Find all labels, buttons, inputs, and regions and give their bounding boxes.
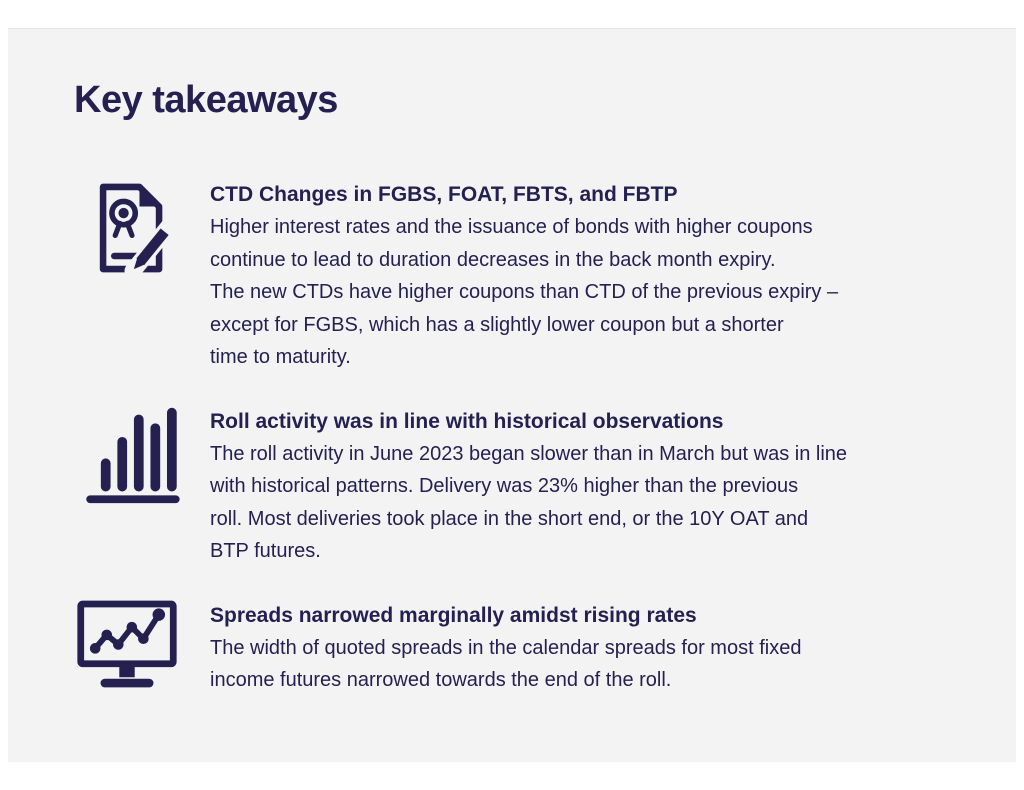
section-heading: Roll activity was in line with historica…	[210, 409, 724, 433]
key-takeaways-card: Key takeaways	[8, 28, 1016, 762]
section-body: The width of quoted spreads in the calen…	[210, 636, 802, 692]
takeaway-section-spreads: Spreads narrowed marginally amidst risin…	[74, 600, 980, 697]
takeaway-section-ctd-changes: CTD Changes in FGBS, FOAT, FBTS, and FBT…	[74, 179, 980, 374]
certificate-document-pen-icon	[90, 181, 174, 275]
page-title: Key takeaways	[74, 79, 338, 121]
section-heading: CTD Changes in FGBS, FOAT, FBTS, and FBT…	[210, 183, 678, 206]
takeaway-sections: CTD Changes in FGBS, FOAT, FBTS, and FBT…	[74, 179, 980, 697]
section-heading: Spreads narrowed marginally amidst risin…	[210, 603, 697, 627]
section-body: Higher interest rates and the issuance o…	[210, 216, 839, 368]
section-body: The roll activity in June 2023 began slo…	[210, 442, 848, 563]
bar-chart-icon	[82, 401, 180, 508]
monitor-line-chart-icon	[74, 598, 180, 691]
takeaway-section-roll-activity: Roll activity was in line with historica…	[74, 406, 980, 568]
